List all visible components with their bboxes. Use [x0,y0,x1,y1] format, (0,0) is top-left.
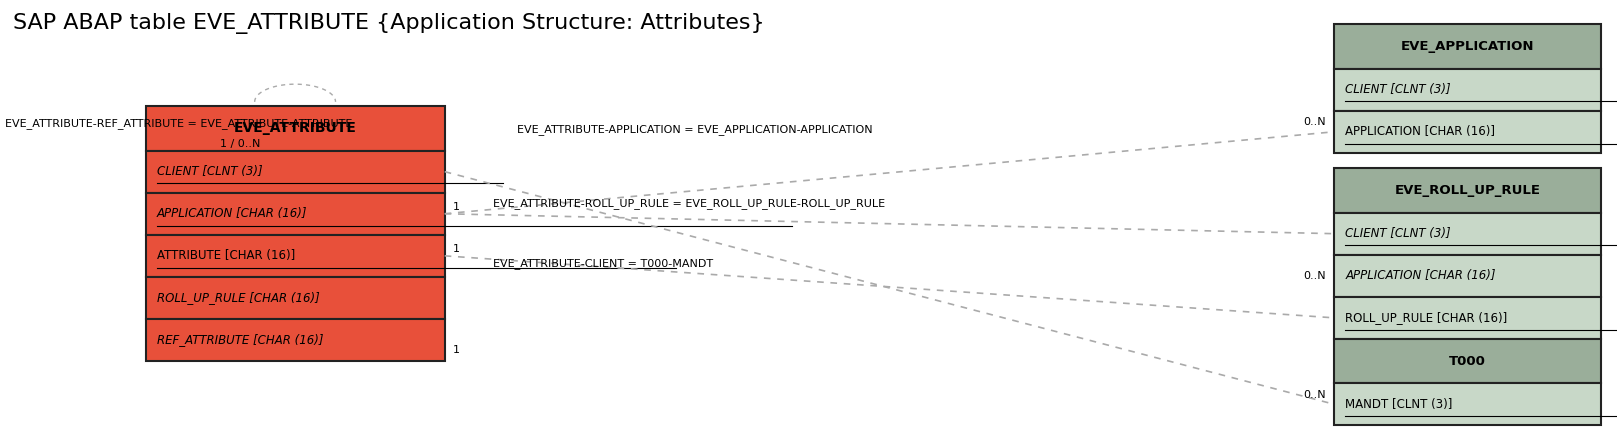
Bar [1334,213,1601,255]
Text: EVE_APPLICATION: EVE_APPLICATION [1400,40,1535,53]
Text: 1: 1 [453,345,459,355]
Text: APPLICATION [CHAR (16)]: APPLICATION [CHAR (16)] [157,207,307,220]
Bar [146,151,445,193]
Bar [1334,24,1601,69]
Text: CLIENT [CLNT (3)]: CLIENT [CLNT (3)] [157,165,262,178]
Text: CLIENT [CLNT (3)]: CLIENT [CLNT (3)] [1345,227,1450,240]
Bar [146,277,445,319]
Bar [146,319,445,361]
Text: EVE_ATTRIBUTE-CLIENT = T000-MANDT: EVE_ATTRIBUTE-CLIENT = T000-MANDT [493,258,713,269]
Bar [146,193,445,235]
Text: EVE_ATTRIBUTE-APPLICATION = EVE_APPLICATION-APPLICATION: EVE_ATTRIBUTE-APPLICATION = EVE_APPLICAT… [517,124,873,135]
Bar [146,106,445,151]
Text: 1: 1 [453,202,459,211]
Text: 1 / 0..N: 1 / 0..N [220,139,260,149]
Text: 0..N: 0..N [1303,117,1326,128]
Bar [1334,255,1601,297]
Bar [1334,297,1601,339]
Text: 0..N: 0..N [1303,271,1326,281]
Text: EVE_ATTRIBUTE-ROLL_UP_RULE = EVE_ROLL_UP_RULE-ROLL_UP_RULE: EVE_ATTRIBUTE-ROLL_UP_RULE = EVE_ROLL_UP… [493,198,886,209]
Bar [1334,168,1601,213]
Bar [1334,339,1601,383]
Text: APPLICATION [CHAR (16)]: APPLICATION [CHAR (16)] [1345,269,1496,282]
Bar [146,235,445,277]
Bar [1334,69,1601,111]
Bar [1334,111,1601,153]
Text: 1: 1 [453,244,459,253]
Text: ROLL_UP_RULE [CHAR (16)]: ROLL_UP_RULE [CHAR (16)] [157,291,320,304]
Text: EVE_ATTRIBUTE: EVE_ATTRIBUTE [234,121,356,136]
Text: ROLL_UP_RULE [CHAR (16)]: ROLL_UP_RULE [CHAR (16)] [1345,311,1507,324]
Text: CLIENT [CLNT (3)]: CLIENT [CLNT (3)] [1345,83,1450,96]
Text: MANDT [CLNT (3)]: MANDT [CLNT (3)] [1345,398,1452,411]
Text: EVE_ROLL_UP_RULE: EVE_ROLL_UP_RULE [1394,184,1541,197]
Text: APPLICATION [CHAR (16)]: APPLICATION [CHAR (16)] [1345,125,1496,138]
Text: REF_ATTRIBUTE [CHAR (16)]: REF_ATTRIBUTE [CHAR (16)] [157,334,323,346]
Text: ATTRIBUTE [CHAR (16)]: ATTRIBUTE [CHAR (16)] [157,249,294,262]
Bar [1334,383,1601,425]
Text: 0..N: 0..N [1303,390,1326,400]
Text: T000: T000 [1449,354,1486,368]
Text: EVE_ATTRIBUTE-REF_ATTRIBUTE = EVE_ATTRIBUTE-ATTRIBUTE: EVE_ATTRIBUTE-REF_ATTRIBUTE = EVE_ATTRIB… [5,119,353,129]
Text: SAP ABAP table EVE_ATTRIBUTE {Application Structure: Attributes}: SAP ABAP table EVE_ATTRIBUTE {Applicatio… [13,13,765,34]
